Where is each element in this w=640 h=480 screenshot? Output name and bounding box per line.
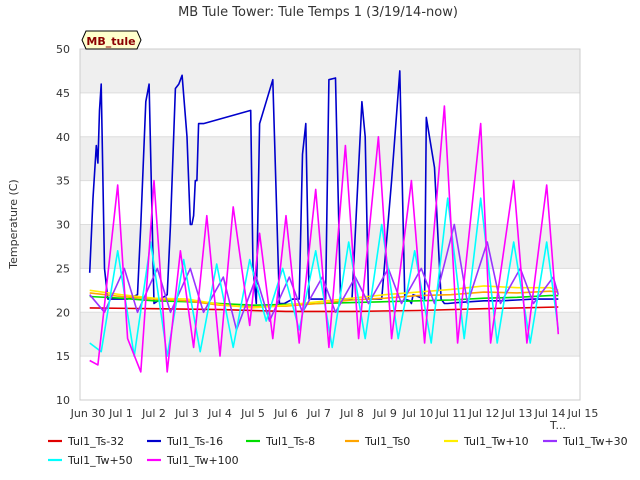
legend-label: Tul1_Tw+50: [67, 454, 133, 467]
x-tick-label: Jul 3: [174, 407, 199, 420]
y-tick-label: 30: [56, 219, 70, 232]
y-tick-label: 35: [56, 175, 70, 188]
y-tick-labels: 10 15 20 25 30 35 40 45 50: [56, 43, 70, 407]
y-tick-label: 20: [56, 306, 70, 319]
x-tick-label: Jul 2: [141, 407, 166, 420]
legend-label: Tul1_Tw+10: [463, 435, 529, 448]
x-tick-label: Jul 11: [435, 407, 467, 420]
legend-label: Tul1_Ts-32: [67, 435, 124, 448]
series-line-tul1-ts-8: [89, 294, 559, 307]
x-tick-labels: Jun 30 Jul 1 Jul 2 Jul 3 Jul 4 Jul 5 Jul 6 Jul …: [70, 407, 599, 420]
x-tick-label: Jul 13: [501, 407, 533, 420]
legend: Tul1_Ts-32 Tul1_Ts-16 Tul1_Ts-8 Tul1_Ts0 Tul…: [48, 435, 628, 467]
x-tick-label: Jul 8: [339, 407, 364, 420]
legend-item: Tul1_Tw+50: [48, 454, 133, 467]
plot-frame: [79, 48, 581, 401]
x-tick-label: Jun 30: [70, 407, 106, 420]
background-band: [80, 224, 580, 269]
x-tick-label: Jul 5: [240, 407, 265, 420]
y-tick-label: 40: [56, 131, 70, 144]
x-tick-label: Jul 7: [306, 407, 331, 420]
series-line-tul1-tw-10: [89, 285, 559, 309]
x-tick-label: Jul 12: [468, 407, 500, 420]
legend-label: Tul1_Tw+100: [166, 454, 239, 467]
y-axis-label: Temperature (C): [7, 179, 20, 269]
x-tick-label: Jul 6: [273, 407, 298, 420]
series-line-tul1-tw-100: [89, 105, 560, 373]
series-lines: [88, 70, 560, 373]
x-tick-label: Jul 14: [534, 407, 566, 420]
y-tick-label: 15: [56, 350, 70, 363]
background-band: [80, 136, 580, 181]
legend-item: Tul1_Ts-32: [48, 435, 124, 448]
legend-item: Tul1_Tw+100: [147, 454, 239, 467]
series-line-tul1-ts0: [89, 290, 559, 308]
y-tick-label: 10: [56, 394, 70, 407]
x-tick-label: Jul 9: [372, 407, 397, 420]
x-tick-label: Jul 10: [402, 407, 434, 420]
x-axis-label-partial: T...: [549, 419, 566, 432]
legend-item: Tul1_Tw+30: [543, 435, 628, 448]
legend-item: Tul1_Ts0: [345, 435, 410, 448]
y-tick-label: 50: [56, 43, 70, 56]
legend-item: Tul1_Ts-16: [147, 435, 223, 448]
badge-label: MB_tule: [86, 35, 135, 48]
x-tick-label: Jul 4: [207, 407, 232, 420]
background-band: [80, 49, 580, 93]
legend-label: Tul1_Ts-8: [265, 435, 315, 448]
chart-title: MB Tule Tower: Tule Temps 1 (3/19/14-now…: [178, 5, 458, 20]
legend-label: Tul1_Ts-16: [166, 435, 223, 448]
legend-label: Tul1_Tw+30: [562, 435, 628, 448]
series-line-tul1-ts-32: [89, 306, 559, 313]
series-line-tul1-tw-30: [89, 223, 560, 331]
badge-shape: [81, 30, 142, 50]
y-tick-label: 45: [56, 87, 70, 100]
legend-item: Tul1_Ts-8: [246, 435, 315, 448]
legend-item: Tul1_Tw+10: [444, 435, 529, 448]
legend-label: Tul1_Ts0: [364, 435, 410, 448]
mb-tule-badge: MB_tule: [81, 30, 142, 50]
x-tick-label: Jul 15: [567, 407, 599, 420]
y-tick-label: 25: [56, 262, 70, 275]
x-tick-label: Jul 1: [108, 407, 133, 420]
